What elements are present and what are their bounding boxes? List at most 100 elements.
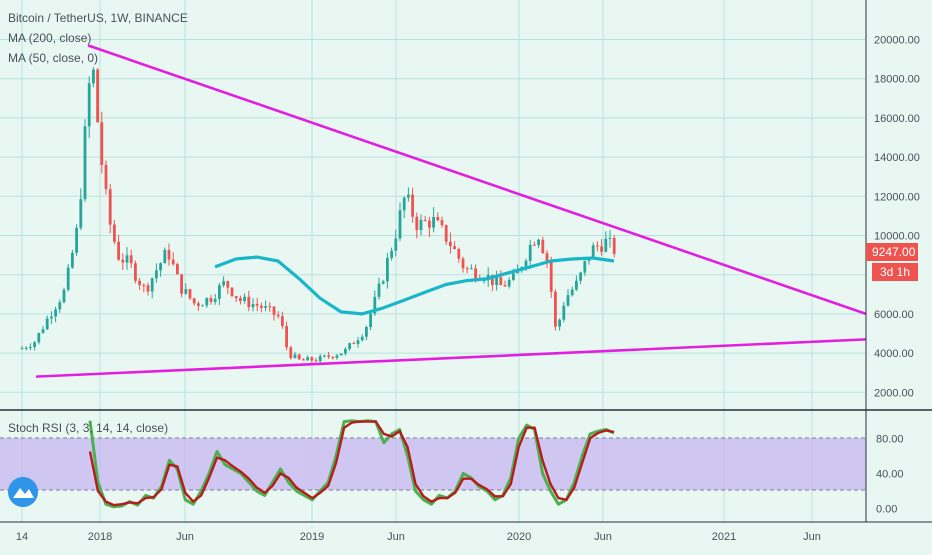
candle-body xyxy=(310,357,314,361)
price-tick-label: 16000.00 xyxy=(874,113,920,125)
grid-lines xyxy=(0,0,866,522)
candle-body xyxy=(201,305,204,307)
symbol-title[interactable]: Bitcoin / TetherUS, 1W, BINANCE xyxy=(8,11,188,25)
candle-body xyxy=(184,289,188,294)
time-tick-label: 2018 xyxy=(88,531,112,543)
candle-body xyxy=(528,244,532,261)
time-axis[interactable]: 14 2018 Jun 2019 Jun 2020 Jun 2021 Jun xyxy=(16,531,821,543)
candle-body xyxy=(71,252,74,268)
time-tick-label: Jun xyxy=(803,531,821,543)
trendline-lower[interactable] xyxy=(35,338,867,378)
candle-body xyxy=(297,354,301,360)
candle-body xyxy=(558,319,561,327)
candle-body xyxy=(533,244,536,246)
candle-body xyxy=(360,336,364,341)
time-tick-label: Jun xyxy=(176,531,194,543)
candle-body xyxy=(465,268,469,270)
stoch-rsi-legend[interactable]: Stoch RSI (3, 3, 14, 14, close) xyxy=(8,421,168,435)
candle-body xyxy=(66,267,70,290)
candle-body xyxy=(474,268,477,280)
candle-body xyxy=(117,241,120,260)
candle-body xyxy=(234,296,238,299)
price-candles[interactable] xyxy=(20,67,616,363)
candle-body xyxy=(428,220,431,228)
stoch-tick-label: 0.00 xyxy=(876,504,897,516)
stoch-tick-label: 40.00 xyxy=(876,468,904,480)
candle-body xyxy=(537,239,540,246)
candle-body xyxy=(423,219,427,221)
ma50-line xyxy=(214,255,615,316)
candle-body xyxy=(365,327,368,337)
candle-body xyxy=(545,253,549,262)
candle-body xyxy=(339,353,343,356)
candle-body xyxy=(512,273,515,280)
candle-body xyxy=(344,348,347,354)
candle-body xyxy=(146,285,150,292)
candle-body xyxy=(87,83,91,127)
price-tick-label: 14000.00 xyxy=(874,152,920,164)
candle-body xyxy=(377,283,381,297)
candle-body xyxy=(323,355,326,357)
candle-body xyxy=(306,357,309,361)
trendline-upper[interactable] xyxy=(87,44,867,316)
candle-body xyxy=(45,318,49,330)
trendlines[interactable] xyxy=(35,44,867,378)
candle-body xyxy=(171,259,175,265)
ma200-legend[interactable]: MA (200, close) xyxy=(8,31,91,45)
candle-body xyxy=(503,285,507,287)
candle-body xyxy=(579,272,582,281)
candle-body xyxy=(281,316,284,327)
candle-body xyxy=(268,306,272,308)
time-tick-label: 2021 xyxy=(712,531,736,543)
candle-body xyxy=(369,313,372,328)
candle-body xyxy=(415,216,419,231)
candle-body xyxy=(205,298,209,306)
time-tick-label: 2020 xyxy=(507,531,531,543)
candle-body xyxy=(583,260,587,273)
ma50-legend[interactable]: MA (50, close, 0) xyxy=(8,51,98,65)
candle-body xyxy=(470,268,473,270)
candle-body xyxy=(293,354,297,359)
candle-body xyxy=(155,270,158,279)
candle-body xyxy=(243,296,246,302)
candle-body xyxy=(549,261,553,292)
candle-body xyxy=(612,238,616,254)
candle-body xyxy=(394,238,398,251)
candle-body xyxy=(100,122,104,165)
time-tick-label: Jun xyxy=(387,531,405,543)
candle-body xyxy=(138,280,141,286)
tradingview-logo[interactable] xyxy=(8,477,38,507)
stoch-axis[interactable]: 0.00 40.00 80.00 xyxy=(876,433,904,515)
candle-body xyxy=(575,280,578,290)
candle-body xyxy=(440,220,444,226)
candle-body xyxy=(461,258,465,269)
candle-body xyxy=(314,360,318,362)
candle-body xyxy=(381,281,385,284)
candle-body xyxy=(596,245,599,247)
candle-body xyxy=(226,281,230,288)
stoch-d-line xyxy=(88,420,615,507)
price-tick-label: 20000.00 xyxy=(874,35,920,47)
candle-body xyxy=(272,306,276,315)
candle-body xyxy=(524,260,528,268)
price-axis[interactable]: 2000.004000.006000.008000.0010000.001200… xyxy=(874,35,920,400)
candle-body xyxy=(331,356,335,358)
candle-body xyxy=(83,126,87,200)
candle-body xyxy=(54,309,57,317)
stoch-overbought-oversold-band xyxy=(0,438,866,490)
candle-body xyxy=(29,347,32,349)
candle-body xyxy=(239,298,242,302)
candle-body xyxy=(402,197,406,211)
candle-body xyxy=(121,259,125,263)
candle-body xyxy=(213,298,217,302)
candle-body xyxy=(541,239,545,254)
candle-body xyxy=(591,245,595,258)
candle-body xyxy=(134,263,137,281)
candle-body xyxy=(289,347,293,359)
candle-body xyxy=(554,291,557,327)
candle-body xyxy=(482,280,486,282)
candle-body xyxy=(419,219,423,231)
candle-body xyxy=(407,194,410,198)
